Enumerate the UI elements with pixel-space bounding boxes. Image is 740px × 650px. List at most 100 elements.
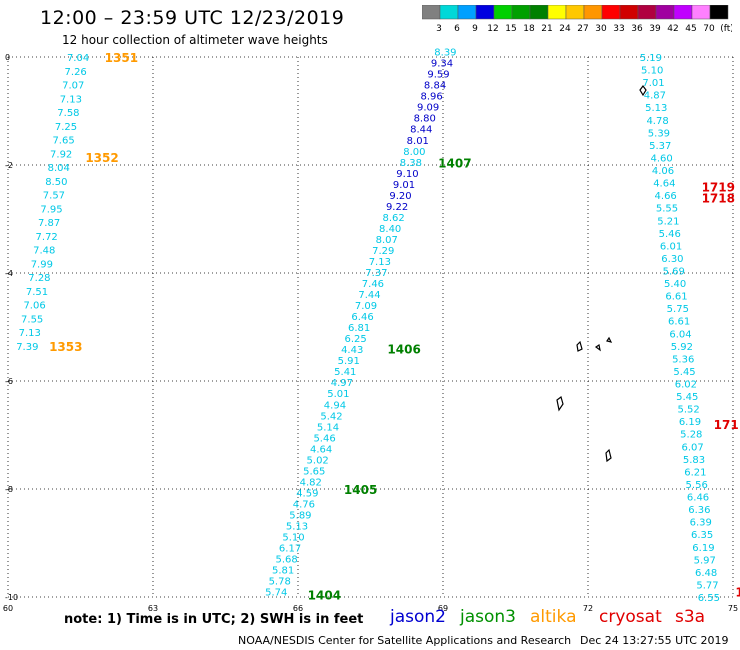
- wave-height-value: 5.69: [663, 266, 685, 277]
- wave-height-value: 4.60: [650, 153, 672, 164]
- colorbar-label: 27: [577, 24, 588, 34]
- wave-height-value: 5.41: [334, 367, 356, 378]
- wave-height-value: 5.52: [677, 405, 699, 416]
- wave-height-value: 8.84: [424, 81, 446, 92]
- colorbar-label: 15: [505, 24, 516, 34]
- wave-height-value: 5.45: [676, 392, 698, 403]
- wave-height-value: 4.43: [341, 345, 363, 356]
- lon-tick-label: 72: [583, 604, 593, 613]
- wave-height-value: 5.68: [275, 555, 297, 566]
- colorbar-label: 6: [454, 24, 460, 34]
- wave-height-value: 4.06: [652, 166, 674, 177]
- wave-height-value: 7.87: [38, 218, 60, 229]
- wave-height-value: 6.46: [351, 312, 373, 323]
- island-outline: [594, 344, 601, 352]
- island-outline: [606, 336, 613, 343]
- pass-number-label: 1404: [308, 588, 341, 602]
- wave-height-value: 7.48: [33, 246, 55, 257]
- lon-tick-label: 66: [293, 604, 303, 613]
- island-outline: [639, 85, 647, 97]
- wave-height-value: 9.20: [389, 191, 411, 202]
- wave-height-value: 7.13: [19, 328, 41, 339]
- wave-height-value: 5.92: [671, 342, 693, 353]
- pass-number-label: 1405: [344, 483, 377, 497]
- wave-height-value: 7.26: [65, 67, 87, 78]
- wave-height-value: 7.72: [36, 232, 58, 243]
- wave-height-value: 6.39: [690, 518, 712, 529]
- wave-height-value: 7.13: [369, 257, 391, 268]
- wave-height-value: 8.38: [400, 158, 422, 169]
- colorbar-swatch: [709, 5, 729, 20]
- lat-tick-label: 0: [5, 53, 10, 62]
- wave-height-value: 9.59: [427, 70, 449, 81]
- colorbar-label: 21: [541, 24, 552, 34]
- wave-height-value: 5.74: [265, 588, 287, 599]
- wave-height-value: 7.55: [21, 314, 43, 325]
- wave-height-value: 9.10: [396, 169, 418, 180]
- wave-height-value: 5.65: [303, 466, 325, 477]
- lat-tick-label: -4: [5, 269, 13, 278]
- legend-cryosat: cryosat: [599, 607, 662, 627]
- wave-height-value: 7.92: [50, 149, 72, 160]
- pass-number-label: 1353: [49, 340, 82, 354]
- wave-height-value: 8.80: [414, 114, 436, 125]
- colorbar-label: 42: [667, 24, 678, 34]
- wave-height-value: 5.75: [667, 304, 689, 315]
- wave-height-value: 6.48: [695, 568, 717, 579]
- wave-height-value: 5.13: [286, 521, 308, 532]
- wave-height-value: 4.59: [296, 488, 318, 499]
- credit-text: NOAA/NESDIS Center for Satellite Applica…: [238, 634, 572, 647]
- wave-height-value: 7.01: [642, 78, 664, 89]
- wave-height-value: 4.94: [324, 400, 346, 411]
- wave-height-value: 6.02: [675, 380, 697, 391]
- wave-height-value: 4.64: [653, 179, 675, 190]
- wave-height-value: 8.50: [45, 177, 67, 188]
- wave-height-value: 7.65: [52, 136, 74, 147]
- wave-height-value: 5.28: [680, 430, 702, 441]
- wave-height-value: 8.40: [379, 224, 401, 235]
- wave-height-value: 5.97: [694, 555, 716, 566]
- wave-height-value: 6.35: [691, 530, 713, 541]
- wave-height-value: 4.87: [644, 91, 666, 102]
- wave-height-value: 5.42: [320, 411, 342, 422]
- wave-height-value: 7.95: [40, 204, 62, 215]
- wave-height-value: 7.06: [23, 301, 45, 312]
- wave-height-value: 6.61: [668, 317, 690, 328]
- wave-height-value: 6.46: [687, 493, 709, 504]
- wave-height-value: 6.61: [665, 292, 687, 303]
- colorbar-label: 18: [523, 24, 535, 34]
- colorbar-label: (ft): [720, 24, 732, 34]
- wave-height-value: 4.97: [331, 378, 353, 389]
- wave-height-value: 5.46: [313, 433, 335, 444]
- colorbar-label: 30: [595, 24, 607, 34]
- wave-height-value: 7.44: [358, 290, 380, 301]
- wave-height-value: 7.13: [60, 94, 82, 105]
- wave-height-value: 5.55: [656, 204, 678, 215]
- wave-height-value: 5.91: [338, 356, 360, 367]
- wave-height-value: 4.64: [310, 444, 332, 455]
- wave-height-value: 6.25: [345, 334, 367, 345]
- lat-tick-label: -10: [5, 593, 18, 602]
- lat-tick-label: -6: [5, 377, 13, 386]
- chart-subtitle: 12 hour collection of altimeter wave hei…: [62, 33, 328, 47]
- wave-height-value: 5.36: [672, 354, 694, 365]
- wave-height-value: 7.29: [372, 246, 394, 257]
- colorbar-label: 39: [649, 24, 661, 34]
- wave-height-value: 5.02: [307, 455, 329, 466]
- wave-height-value: 7.04: [67, 53, 89, 64]
- wave-height-value: 8.44: [410, 125, 432, 136]
- island-outline: [556, 395, 564, 412]
- wave-height-value: 5.89: [289, 510, 311, 521]
- wave-height-value: 6.19: [679, 417, 701, 428]
- wave-height-value: 6.55: [698, 593, 720, 604]
- wave-height-value: 7.99: [31, 259, 53, 270]
- wave-height-value: 5.19: [640, 53, 662, 64]
- wave-height-value: 5.83: [683, 455, 705, 466]
- wave-height-value: 6.04: [669, 329, 691, 340]
- wave-height-value: 5.14: [317, 422, 339, 433]
- lon-tick-label: 75: [728, 604, 738, 613]
- wave-height-value: 8.39: [434, 48, 456, 59]
- wave-height-value: 5.01: [327, 389, 349, 400]
- wave-height-value: 5.10: [641, 66, 663, 77]
